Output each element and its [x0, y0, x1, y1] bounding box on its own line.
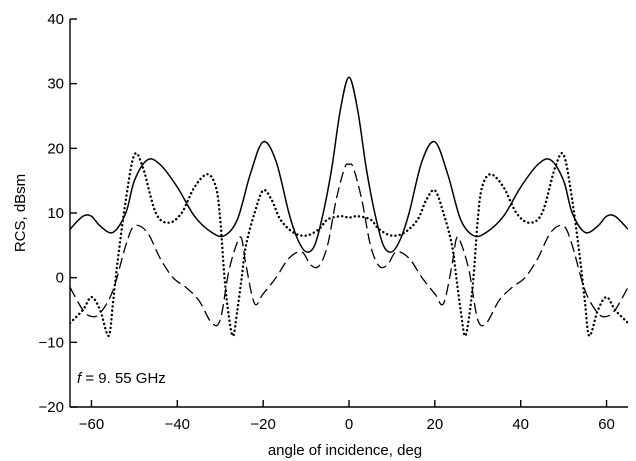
frequency-value: = 9. 55 GHz	[81, 370, 166, 387]
y-tick-label: −20	[39, 399, 64, 416]
x-tick-label: −20	[250, 416, 275, 433]
y-axis-title: RCS, dBsm	[12, 174, 29, 252]
frequency-symbol: f	[77, 370, 83, 387]
y-tick-label: 20	[47, 140, 64, 157]
axes	[69, 18, 628, 408]
x-tick-label: −60	[79, 416, 104, 433]
plot-area	[70, 76, 628, 338]
x-axis-title: angle of incidence, deg	[268, 442, 422, 459]
x-tick-label: −40	[165, 416, 190, 433]
y-tick-label: 0	[56, 270, 64, 287]
x-tick-label: 0	[345, 416, 353, 433]
y-tick-label: 40	[47, 11, 64, 28]
series-dashed-line	[70, 163, 628, 327]
x-tick-label: 20	[427, 416, 444, 433]
y-tick-label: 30	[47, 76, 64, 93]
y-tick-label: −10	[39, 334, 64, 351]
y-tick-label: 10	[47, 205, 64, 222]
frequency-annotation: f = 9. 55 GHz	[77, 370, 166, 387]
x-tick-label: 60	[598, 416, 615, 433]
series-solid-line	[70, 76, 628, 253]
x-tick-label: 40	[512, 416, 529, 433]
tick-labels: −60 −40 −20 0 20 40 60 −20 −10 0 10 20 30 40	[39, 11, 615, 433]
series-dotted-line	[70, 151, 628, 338]
